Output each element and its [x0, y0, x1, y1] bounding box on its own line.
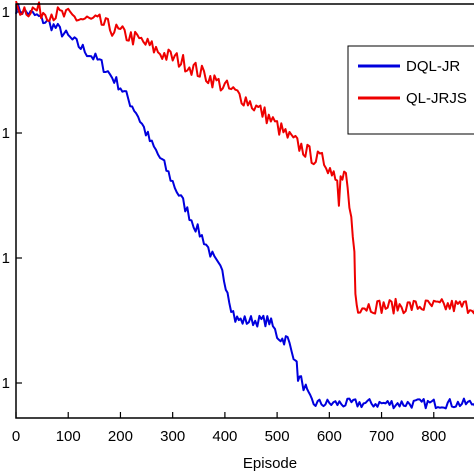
legend-label: DQL-JR [406, 58, 460, 75]
legend-box [347, 45, 474, 135]
x-tick-label: 300 [160, 428, 185, 445]
legend: DQL-JR QL-JRJS [347, 45, 474, 135]
series-layer [15, 0, 474, 410]
y-tick-labels: 1 1 1 1 [2, 4, 22, 392]
x-tick-label: 600 [317, 428, 342, 445]
x-ticks: 0100200300400500600700800900 [12, 412, 474, 445]
x-tick-label: 200 [108, 428, 133, 445]
series-line-dql-jr [15, 3, 474, 410]
x-tick-label: 400 [212, 428, 237, 445]
y-tick-label: 1 [2, 250, 10, 267]
x-tick-label: 100 [56, 428, 81, 445]
y-tick-label: 1 [2, 125, 10, 142]
x-tick-label: 0 [12, 428, 20, 445]
x-tick-label: 700 [369, 428, 394, 445]
plot-frame [15, 3, 474, 419]
series-line-ql-jrjs [15, 0, 474, 315]
x-tick-label: 500 [265, 428, 290, 445]
x-axis-label: Episode [243, 455, 297, 472]
y-tick-label: 1 [2, 4, 10, 21]
x-tick-label: 800 [421, 428, 446, 445]
y-tick-label: 1 [2, 375, 10, 392]
legend-label: QL-JRJS [406, 90, 467, 107]
